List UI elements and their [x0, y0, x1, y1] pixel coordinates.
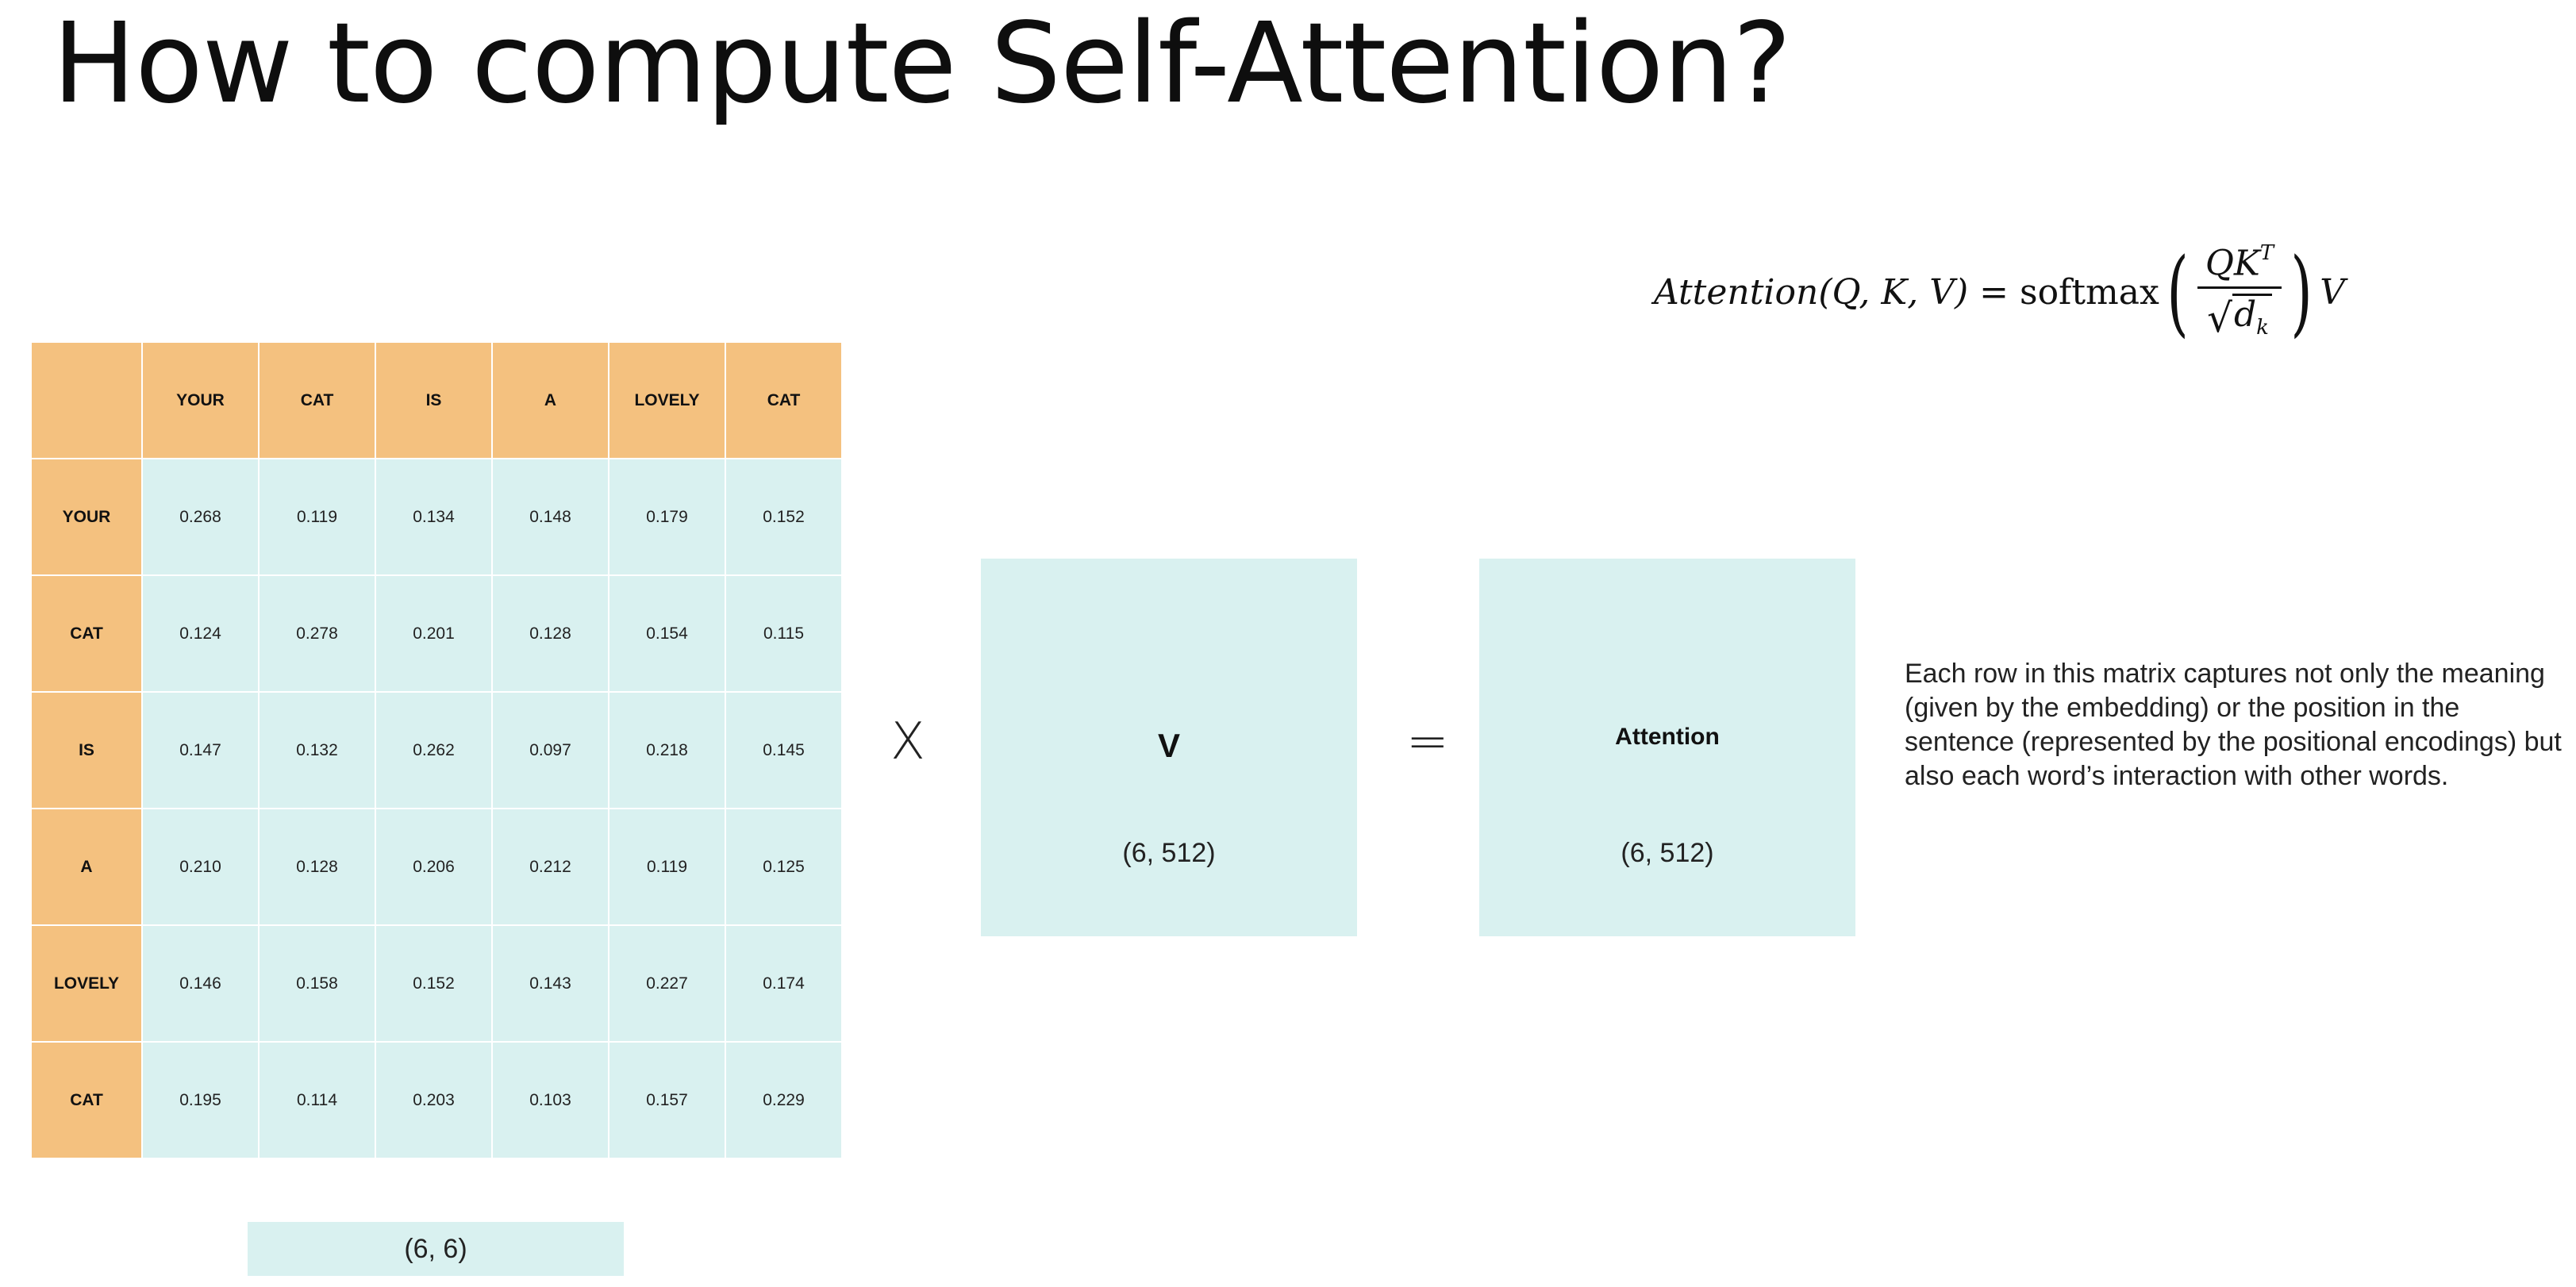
matrix-column-header: A — [493, 343, 608, 458]
v-box-name: V — [1157, 727, 1180, 764]
matrix-value-cell: 0.158 — [260, 926, 375, 1041]
v-matrix-box: V (6, 512) — [981, 559, 1357, 936]
formula-trailing: V — [2320, 271, 2345, 313]
matrix-value-cell: 0.125 — [726, 809, 841, 924]
formula-lhs: Attention(Q, K, V) = — [1654, 271, 2009, 313]
matrix-value-cell: 0.132 — [260, 693, 375, 808]
matrix-value-cell: 0.119 — [609, 809, 725, 924]
slide-title: How to compute Self-Attention? — [52, 0, 1792, 129]
description-text: Each row in this matrix captures not onl… — [1905, 659, 2562, 791]
matrix-corner-cell — [32, 343, 141, 458]
matrix-column-header: CAT — [726, 343, 841, 458]
formula-denominator: √ dk — [2207, 289, 2272, 338]
attention-formula: Attention(Q, K, V) = softmax ( QKT √ dk )… — [1654, 235, 2345, 349]
matrix-shape-label: (6, 6) — [248, 1222, 624, 1276]
attention-box-name: Attention — [1615, 724, 1720, 750]
matrix-value-cell: 0.210 — [143, 809, 258, 924]
matrix-value-cell: 0.268 — [143, 459, 258, 574]
matrix-value-cell: 0.115 — [726, 576, 841, 691]
matrix-value-cell: 0.212 — [493, 809, 608, 924]
matrix-value-cell: 0.119 — [260, 459, 375, 574]
attention-output-box: Attention (6, 512) — [1479, 559, 1855, 936]
formula-open-paren: ( — [2167, 237, 2189, 347]
formula-denominator-text: d — [2233, 294, 2257, 335]
matrix-column-header: IS — [376, 343, 491, 458]
equals-operator: = — [1406, 713, 1449, 771]
matrix-value-cell: 0.134 — [376, 459, 491, 574]
matrix-value-cell: 0.097 — [493, 693, 608, 808]
matrix-value-cell: 0.157 — [609, 1043, 725, 1158]
matrix-value-cell: 0.124 — [143, 576, 258, 691]
formula-softmax: softmax — [2019, 271, 2159, 313]
matrix-value-cell: 0.218 — [609, 693, 725, 808]
matrix-row-header: IS — [32, 693, 141, 808]
formula-numerator: QKT — [2197, 243, 2282, 289]
matrix-value-cell: 0.114 — [260, 1043, 375, 1158]
matrix-value-cell: 0.128 — [493, 576, 608, 691]
matrix-column-header: CAT — [260, 343, 375, 458]
matrix-value-cell: 0.206 — [376, 809, 491, 924]
matrix-value-cell: 0.152 — [726, 459, 841, 574]
matrix-value-cell: 0.203 — [376, 1043, 491, 1158]
matrix-value-cell: 0.128 — [260, 809, 375, 924]
matrix-row-header: CAT — [32, 1043, 141, 1158]
formula-close-paren: ) — [2290, 237, 2313, 347]
matrix-value-cell: 0.154 — [609, 576, 725, 691]
matrix-row-header: LOVELY — [32, 926, 141, 1041]
matrix-row-header: YOUR — [32, 459, 141, 574]
formula-fraction: QKT √ dk — [2197, 243, 2282, 338]
matrix-value-cell: 0.278 — [260, 576, 375, 691]
sqrt-icon: √ — [2207, 294, 2232, 341]
matrix-value-cell: 0.143 — [493, 926, 608, 1041]
attention-score-matrix: YOUR CAT IS A LOVELY CAT YOUR 0.268 0.119 0.134 0.… — [32, 343, 841, 1158]
matrix-value-cell: 0.148 — [493, 459, 608, 574]
matrix-column-header: LOVELY — [609, 343, 725, 458]
matrix-column-header: YOUR — [143, 343, 258, 458]
matrix-value-cell: 0.152 — [376, 926, 491, 1041]
formula-numerator-sup: T — [2259, 241, 2274, 266]
attention-box-shape: (6, 512) — [1621, 838, 1714, 868]
formula-numerator-text: QK — [2205, 243, 2260, 284]
multiply-operator: X — [890, 713, 925, 771]
matrix-row-header: CAT — [32, 576, 141, 691]
matrix-value-cell: 0.229 — [726, 1043, 841, 1158]
matrix-value-cell: 0.147 — [143, 693, 258, 808]
matrix-value-cell: 0.227 — [609, 926, 725, 1041]
matrix-value-cell: 0.174 — [726, 926, 841, 1041]
matrix-row-header: A — [32, 809, 141, 924]
matrix-value-cell: 0.103 — [493, 1043, 608, 1158]
formula-radicand: dk — [2232, 293, 2272, 340]
matrix-value-cell: 0.201 — [376, 576, 491, 691]
formula-denominator-sub: k — [2256, 315, 2269, 340]
v-box-shape: (6, 512) — [1122, 838, 1216, 868]
matrix-value-cell: 0.195 — [143, 1043, 258, 1158]
matrix-value-cell: 0.145 — [726, 693, 841, 808]
matrix-value-cell: 0.179 — [609, 459, 725, 574]
matrix-value-cell: 0.146 — [143, 926, 258, 1041]
matrix-value-cell: 0.262 — [376, 693, 491, 808]
